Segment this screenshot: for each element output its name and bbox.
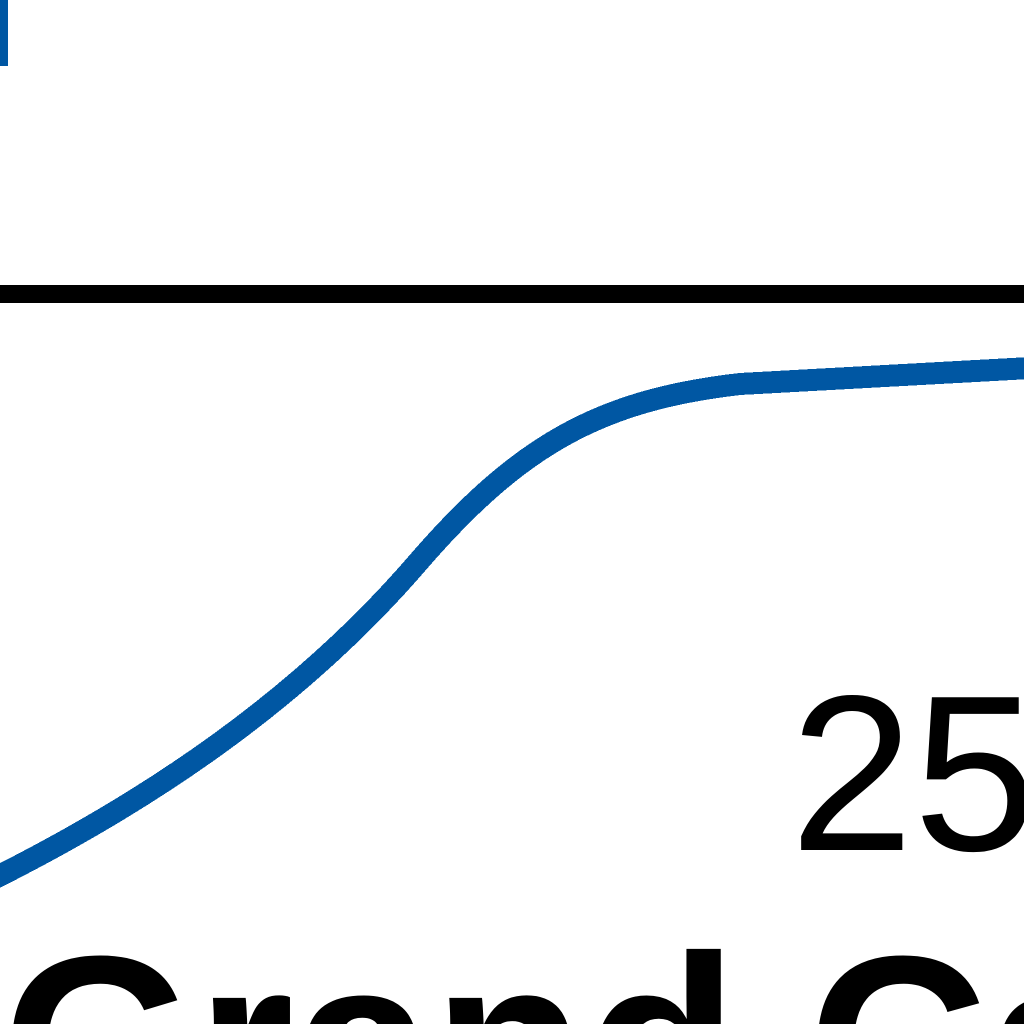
footer-text: Grand Ca bbox=[2, 904, 1024, 1024]
blue-marker bbox=[0, 0, 8, 66]
divider bbox=[0, 285, 1024, 303]
value-label: 25 bbox=[790, 650, 1024, 898]
trend-line bbox=[0, 357, 1024, 888]
